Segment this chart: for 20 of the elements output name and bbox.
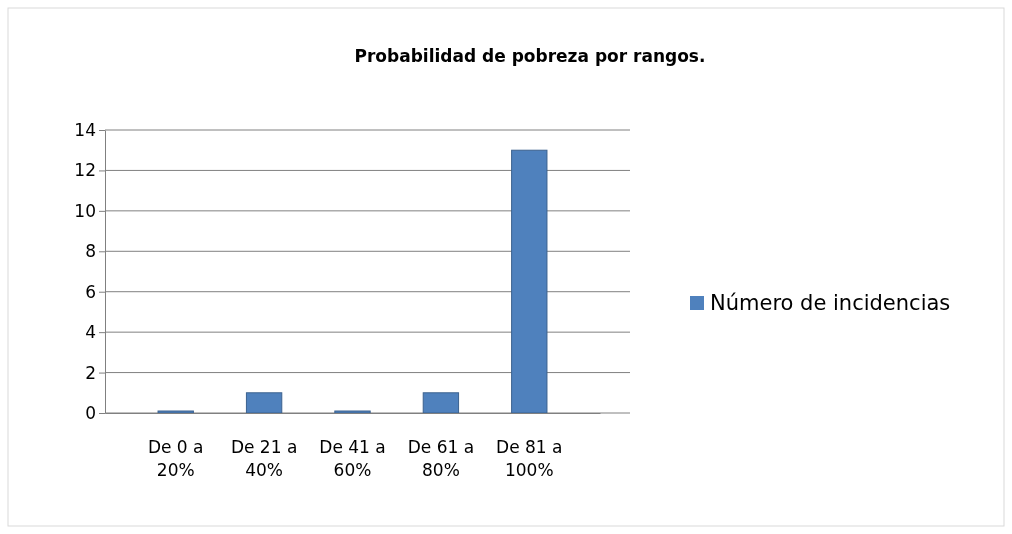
chart-title: Probabilidad de pobreza por rangos. [354, 46, 706, 66]
y-tick-label: 12 [74, 160, 96, 181]
bar [511, 149, 548, 414]
legend-label: Número de incidencias [710, 291, 951, 315]
x-tick-label: De 61 a 80% [407, 437, 475, 480]
y-tick-label: 8 [85, 241, 96, 262]
x-tick-label: De 21 a 40% [230, 437, 298, 480]
x-tick-label: De 0 a 20% [147, 437, 204, 480]
bar [422, 392, 460, 414]
y-tick-label: 2 [85, 362, 96, 383]
y-tick-label: 6 [85, 281, 96, 302]
y-tick-label: 10 [74, 200, 96, 221]
y-tick-label: 14 [74, 119, 96, 140]
x-tick-label: De 41 a 60% [319, 437, 386, 480]
bar [157, 410, 194, 414]
bar [245, 392, 283, 414]
y-tick-label: 4 [85, 322, 96, 343]
x-tick-label: De 81 a 100% [496, 437, 563, 480]
y-tick-label: 0 [85, 402, 96, 423]
bar [334, 410, 371, 414]
